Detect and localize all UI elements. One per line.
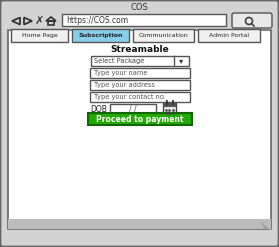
FancyBboxPatch shape <box>61 15 225 26</box>
FancyBboxPatch shape <box>110 104 156 114</box>
Text: Type your address: Type your address <box>93 82 154 88</box>
FancyBboxPatch shape <box>8 219 271 229</box>
Text: Type your contact no: Type your contact no <box>93 94 163 100</box>
Text: DOB: DOB <box>90 104 107 114</box>
FancyBboxPatch shape <box>232 13 272 28</box>
Text: COS: COS <box>131 3 148 13</box>
FancyBboxPatch shape <box>163 103 176 107</box>
FancyBboxPatch shape <box>198 29 260 42</box>
FancyBboxPatch shape <box>90 92 189 102</box>
FancyBboxPatch shape <box>88 113 191 125</box>
Text: https://COS.com: https://COS.com <box>66 17 128 25</box>
Text: / /: / / <box>129 104 137 114</box>
FancyBboxPatch shape <box>90 68 189 78</box>
Text: Subscription: Subscription <box>78 33 123 38</box>
FancyBboxPatch shape <box>72 29 129 42</box>
Text: ▾: ▾ <box>179 57 183 65</box>
Text: ✗: ✗ <box>34 16 44 26</box>
Text: Admin Portal: Admin Portal <box>209 33 249 38</box>
Text: Streamable: Streamable <box>110 45 169 55</box>
Text: Communication: Communication <box>139 33 188 38</box>
FancyBboxPatch shape <box>90 80 189 90</box>
FancyBboxPatch shape <box>90 56 189 66</box>
Text: Proceed to payment: Proceed to payment <box>96 115 183 124</box>
FancyBboxPatch shape <box>163 103 176 115</box>
Text: Type your name: Type your name <box>93 70 147 76</box>
Text: Home Page: Home Page <box>22 33 57 38</box>
Text: Select Package: Select Package <box>95 58 145 64</box>
FancyBboxPatch shape <box>11 29 68 42</box>
FancyBboxPatch shape <box>8 30 271 229</box>
FancyBboxPatch shape <box>133 29 194 42</box>
